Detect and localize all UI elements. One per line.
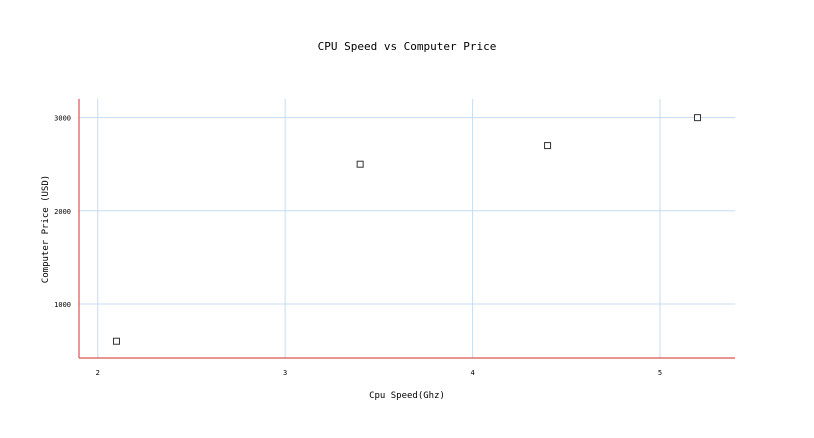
y-tick-label: 2000 xyxy=(54,208,71,216)
y-tick-label: 1000 xyxy=(54,301,71,309)
data-point xyxy=(544,142,552,150)
x-axis-label: Cpu Speed(Ghz) xyxy=(369,391,445,401)
data-point xyxy=(694,114,702,122)
chart-title: CPU Speed vs Computer Price xyxy=(318,40,497,53)
axis-layer xyxy=(78,99,735,359)
y-axis-label: Computer Price (USD) xyxy=(41,175,51,283)
x-tick-label: 2 xyxy=(96,369,100,377)
x-tick-label: 5 xyxy=(658,369,662,377)
x-tick-label: 4 xyxy=(470,369,474,377)
tick-layer: 2 3 4 5 1000 2000 3000 xyxy=(54,115,662,377)
x-tick-label: 3 xyxy=(283,369,287,377)
point-layer xyxy=(112,114,702,345)
data-point xyxy=(356,160,364,168)
grid-layer xyxy=(79,99,735,358)
y-tick-label: 3000 xyxy=(54,115,71,123)
data-point xyxy=(112,337,120,345)
